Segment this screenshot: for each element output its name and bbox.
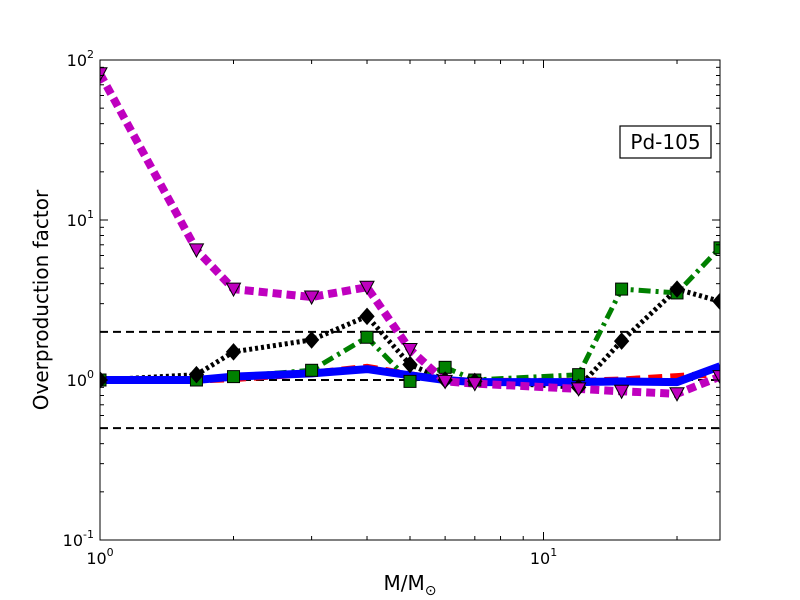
- series-4-point-10: [669, 387, 685, 402]
- series-2-point-5: [402, 355, 418, 374]
- series-4-point-8: [570, 382, 587, 397]
- series-2-point-1: [188, 365, 205, 384]
- y-tick-label-1: 100: [67, 368, 94, 390]
- series-2-point-2: [225, 343, 242, 361]
- series-1-point-2: [227, 370, 241, 384]
- series-4-point-0: [100, 67, 108, 82]
- series-1-point-11: [713, 241, 720, 255]
- series-2-point-4: [359, 307, 375, 326]
- series-4-point-7: [466, 377, 483, 392]
- annotation-box: Pd-105: [619, 125, 712, 159]
- x-tick-label-1: 101: [530, 546, 557, 568]
- y-tick-label-3: 102: [67, 48, 94, 70]
- series-4-point-6: [437, 374, 453, 390]
- annotation-label: Pd-105: [630, 130, 700, 154]
- series-4-point-5: [402, 343, 418, 358]
- series-2-point-3: [303, 331, 320, 349]
- series-2-point-11: [712, 292, 720, 311]
- y-tick-label-2: 101: [67, 208, 94, 230]
- y-tick-label-0: 10-1: [63, 528, 94, 550]
- x-tick-label-0: 100: [86, 546, 113, 568]
- series-line-4: [100, 71, 720, 398]
- series-1-point-4: [360, 330, 374, 344]
- series-line-2: [100, 286, 720, 390]
- series-4-point-2: [225, 282, 242, 298]
- series-4-point-9: [613, 384, 630, 400]
- series-4-point-1: [188, 243, 205, 258]
- series-1-point-9: [615, 282, 629, 296]
- series-4-point-3: [303, 290, 320, 306]
- series-2-point-10: [669, 280, 685, 298]
- series-2-point-9: [613, 332, 630, 350]
- x-axis-label: M/M⊙: [384, 571, 437, 599]
- y-axis-label: Overproduction factor: [29, 189, 53, 410]
- series-1-point-3: [305, 363, 319, 377]
- series-4-point-4: [359, 280, 375, 296]
- series-1-point-5: [403, 374, 417, 388]
